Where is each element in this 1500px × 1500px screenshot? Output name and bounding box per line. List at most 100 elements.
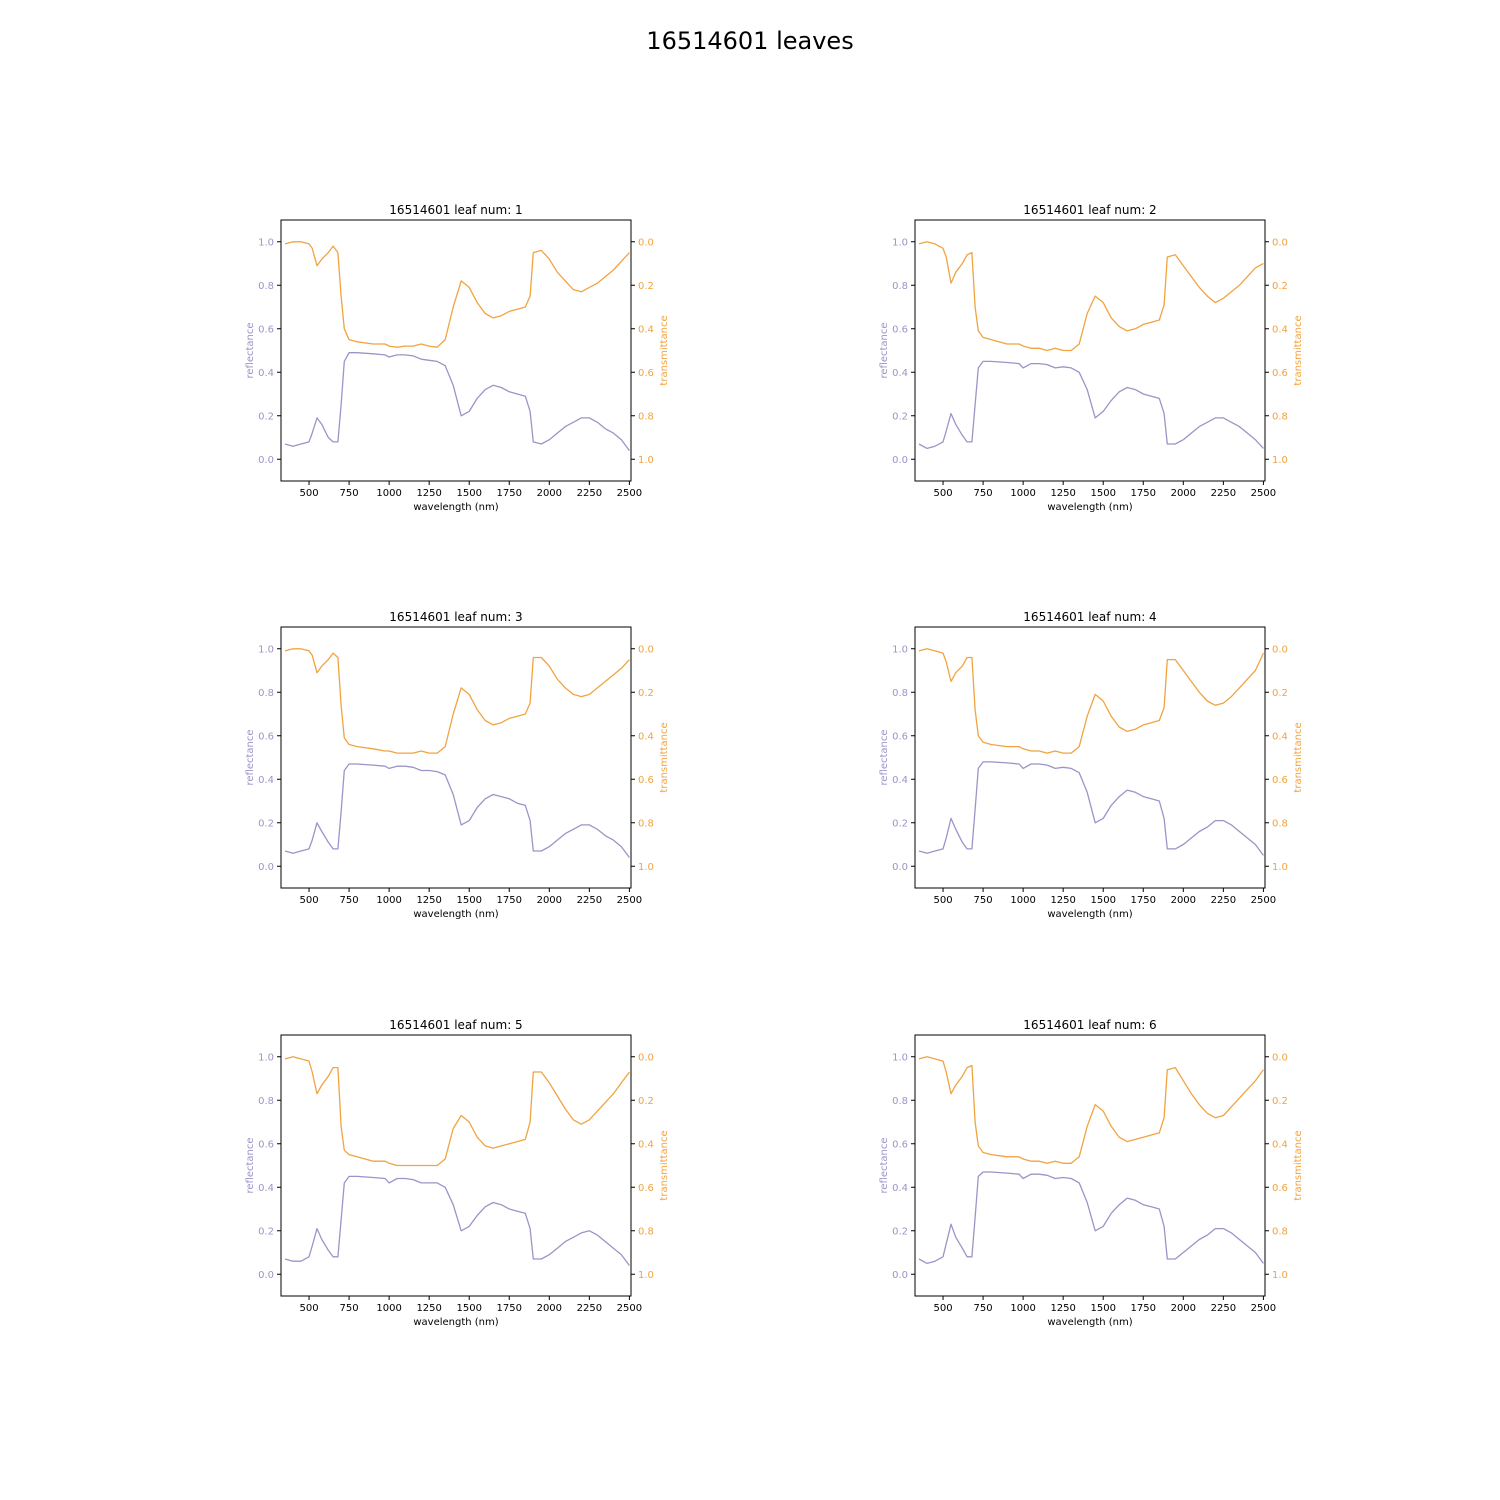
x-tick-label: 2500 xyxy=(1251,895,1276,906)
y-right-axis-label: transmittance xyxy=(659,722,670,792)
y-right-tick-label: 0.8 xyxy=(638,411,654,422)
y-right-tick-label: 0.6 xyxy=(638,368,654,379)
x-tick-label: 1750 xyxy=(497,488,522,499)
y-left-axis-label: reflectance xyxy=(879,729,890,785)
transmittance-line xyxy=(284,241,630,348)
x-tick-label: 1250 xyxy=(1050,895,1075,906)
y-right-tick-label: 0.8 xyxy=(638,818,654,829)
x-tick-label: 1500 xyxy=(1090,1303,1115,1314)
chart-panel-5: 16514601 leaf num: 5 500 750 1000 1250 1500 17… xyxy=(245,1018,670,1328)
y-left-tick-label: 1.0 xyxy=(258,644,274,655)
y-right-tick-label: 0.6 xyxy=(638,775,654,786)
x-tick-label: 500 xyxy=(933,1303,952,1314)
x-tick-label: 1750 xyxy=(497,895,522,906)
y-right-tick-label: 0.0 xyxy=(638,644,654,655)
y-left-tick-label: 0.4 xyxy=(258,368,274,379)
y-right-tick-label: 0.0 xyxy=(1272,644,1288,655)
x-tick-label: 1000 xyxy=(1010,488,1035,499)
x-tick-label: 1750 xyxy=(1131,895,1156,906)
x-tick-label: 1000 xyxy=(376,895,401,906)
plot-area xyxy=(918,648,1264,856)
x-tick-label: 1000 xyxy=(1010,1303,1035,1314)
x-tick-label: 750 xyxy=(974,1303,993,1314)
transmittance-line xyxy=(284,1056,630,1167)
y-right-tick-label: 1.0 xyxy=(638,455,654,466)
chart-panel-1: 16514601 leaf num: 1 500 750 1000 1250 1500 17… xyxy=(245,203,670,513)
panel-title: 16514601 leaf num: 1 xyxy=(389,203,522,217)
figure-title: 16514601 leaves xyxy=(646,27,853,55)
y-right-tick-label: 0.4 xyxy=(638,1139,654,1150)
y-left-tick-label: 1.0 xyxy=(892,644,908,655)
y-right-axis-label: transmittance xyxy=(1293,315,1304,385)
x-tick-label: 1750 xyxy=(1131,1303,1156,1314)
x-tick-label: 750 xyxy=(340,895,359,906)
x-tick-label: 1500 xyxy=(1090,488,1115,499)
y-left-tick-label: 0.0 xyxy=(892,455,908,466)
x-tick-label: 500 xyxy=(933,895,952,906)
x-tick-label: 2250 xyxy=(577,488,602,499)
y-right-axis-label: transmittance xyxy=(659,1130,670,1200)
y-left-tick-label: 1.0 xyxy=(258,237,274,248)
x-tick-label: 750 xyxy=(340,1303,359,1314)
axes-frame xyxy=(280,1034,632,1297)
x-tick-label: 1250 xyxy=(1050,1303,1075,1314)
y-right-tick-label: 1.0 xyxy=(1272,1270,1288,1281)
y-left-tick-label: 0.8 xyxy=(892,1096,908,1107)
x-tick-label: 1250 xyxy=(416,1303,441,1314)
reflectance-line xyxy=(284,1175,630,1266)
x-tick-label: 1000 xyxy=(376,1303,401,1314)
y-left-tick-label: 0.4 xyxy=(258,775,274,786)
y-left-tick-label: 0.4 xyxy=(258,1183,274,1194)
plot-area xyxy=(918,1056,1264,1265)
y-left-tick-label: 0.0 xyxy=(258,862,274,873)
transmittance-line xyxy=(918,1056,1264,1164)
y-left-tick-label: 0.0 xyxy=(892,862,908,873)
y-right-tick-label: 0.4 xyxy=(1272,1139,1288,1150)
x-tick-label: 750 xyxy=(974,895,993,906)
axes-frame xyxy=(914,626,1266,889)
y-left-axis-label: reflectance xyxy=(245,322,256,378)
y-right-tick-label: 0.0 xyxy=(638,237,654,248)
y-left-axis-label: reflectance xyxy=(879,322,890,378)
y-left-tick-label: 0.2 xyxy=(892,818,908,829)
transmittance-line xyxy=(918,648,1264,754)
y-right-axis-label: transmittance xyxy=(1293,722,1304,792)
y-right-tick-label: 0.2 xyxy=(638,1096,654,1107)
y-left-tick-label: 1.0 xyxy=(892,1052,908,1063)
x-tick-label: 2000 xyxy=(1171,1303,1196,1314)
y-right-tick-label: 0.2 xyxy=(638,281,654,292)
x-tick-label: 500 xyxy=(299,488,318,499)
y-left-tick-label: 0.8 xyxy=(258,281,274,292)
plot-area xyxy=(284,648,630,858)
y-left-tick-label: 0.4 xyxy=(892,775,908,786)
x-tick-label: 1500 xyxy=(456,1303,481,1314)
x-axis-label: wavelength (nm) xyxy=(1047,909,1132,920)
transmittance-line xyxy=(918,241,1264,352)
x-axis-label: wavelength (nm) xyxy=(1047,1317,1132,1328)
x-tick-label: 1000 xyxy=(1010,895,1035,906)
x-tick-label: 2250 xyxy=(577,895,602,906)
y-right-tick-label: 0.0 xyxy=(638,1052,654,1063)
y-right-tick-label: 0.2 xyxy=(1272,1096,1288,1107)
y-left-tick-label: 0.6 xyxy=(258,731,274,742)
chart-panel-6: 16514601 leaf num: 6 500 750 1000 1250 1500 17… xyxy=(879,1018,1304,1328)
x-tick-label: 1250 xyxy=(416,895,441,906)
y-left-axis-label: reflectance xyxy=(879,1137,890,1193)
y-left-tick-label: 0.6 xyxy=(892,1139,908,1150)
y-left-tick-label: 0.6 xyxy=(258,324,274,335)
y-right-tick-label: 0.4 xyxy=(638,324,654,335)
x-tick-label: 2000 xyxy=(1171,895,1196,906)
chart-panel-3: 16514601 leaf num: 3 500 750 1000 1250 1500 17… xyxy=(245,610,670,920)
panel-title: 16514601 leaf num: 5 xyxy=(389,1018,522,1032)
y-right-axis-label: transmittance xyxy=(1293,1130,1304,1200)
x-tick-label: 2500 xyxy=(1251,488,1276,499)
plot-area xyxy=(284,241,630,451)
x-tick-label: 1500 xyxy=(456,488,481,499)
y-left-tick-label: 0.2 xyxy=(258,818,274,829)
y-right-tick-label: 0.6 xyxy=(1272,368,1288,379)
axes-frame xyxy=(280,219,632,482)
panel-title: 16514601 leaf num: 3 xyxy=(389,610,522,624)
y-left-tick-label: 0.8 xyxy=(258,688,274,699)
y-right-tick-label: 0.2 xyxy=(638,688,654,699)
x-tick-label: 1250 xyxy=(416,488,441,499)
